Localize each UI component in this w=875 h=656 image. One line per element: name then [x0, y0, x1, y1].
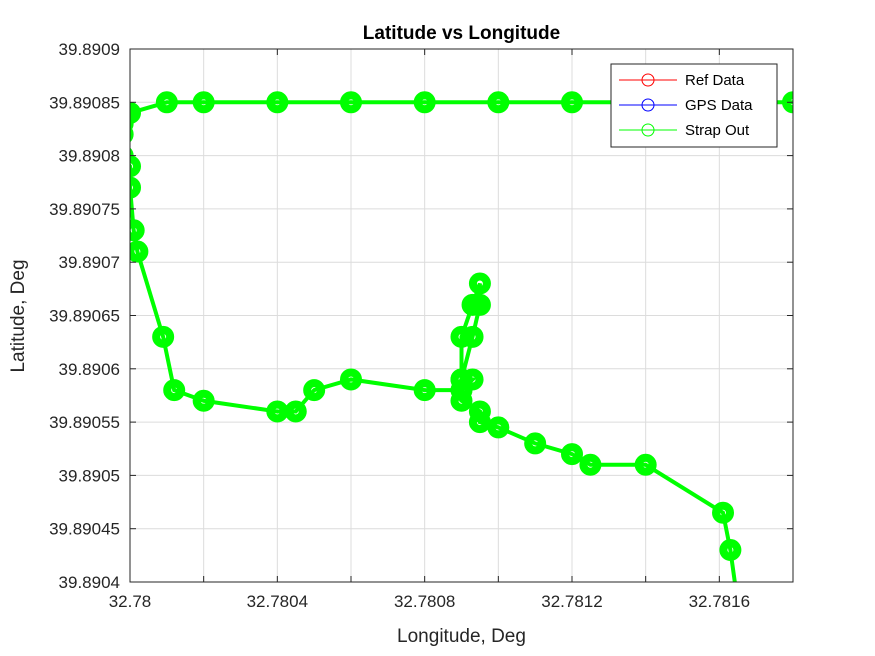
data-point-strap: [303, 379, 326, 402]
legend-label-gps: GPS Data: [685, 97, 753, 114]
x-tick-label: 32.7812: [541, 592, 602, 611]
data-point-strap: [130, 101, 141, 124]
data-point-strap: [130, 219, 145, 242]
data-point-strap: [634, 453, 657, 476]
data-point-strap: [487, 91, 510, 114]
data-point-strap: [461, 293, 484, 316]
data-point-strap: [284, 400, 307, 423]
data-point-strap: [561, 91, 583, 114]
y-tick-label: 39.89055: [49, 413, 120, 432]
data-point-strap: [719, 539, 742, 562]
y-tick-label: 39.89075: [49, 200, 120, 219]
y-tick-label: 39.89065: [49, 307, 120, 326]
legend-entry-ref: Ref Data: [619, 72, 745, 89]
data-point-strap: [163, 379, 186, 402]
data-point-strap: [152, 325, 175, 348]
data-point-strap: [712, 501, 735, 524]
legend-entry-strap: Strap Out: [619, 122, 750, 139]
data-point-strap: [130, 155, 141, 178]
x-tick-label: 32.7816: [689, 592, 750, 611]
y-tick-label: 39.8904: [59, 573, 120, 592]
legend-marker-strap: [641, 123, 655, 137]
data-point-strap: [468, 400, 491, 423]
data-point-strap: [340, 368, 362, 391]
legend-box: [610, 63, 778, 148]
data-point-strap: [340, 91, 362, 114]
data-point-strap: [461, 368, 484, 391]
x-axis-label: Longitude, Deg: [397, 626, 526, 647]
data-point-strap: [524, 432, 547, 455]
y-tick-label: 39.8908: [59, 147, 120, 166]
data-point-strap: [450, 379, 473, 402]
data-point-strap: [413, 379, 436, 402]
data-point-strap: [192, 91, 215, 114]
data-point-strap: [192, 389, 215, 412]
x-tick-label: 32.78: [109, 592, 152, 611]
y-axis-label: Latitude, Deg: [8, 259, 29, 372]
x-tick-label: 32.7808: [394, 592, 455, 611]
y-tick-label: 39.8909: [59, 40, 120, 59]
legend-label-strap: Strap Out: [685, 122, 750, 139]
y-tick-label: 39.8906: [59, 360, 120, 379]
y-tick-label: 39.8905: [59, 466, 120, 485]
legend-entry-gps: GPS Data: [619, 97, 753, 114]
data-point-strap: [266, 400, 289, 423]
plot-area: [130, 91, 793, 582]
data-point-strap: [266, 91, 289, 114]
y-tick-label: 39.89045: [49, 520, 120, 539]
y-tick-label: 39.8907: [59, 253, 120, 272]
data-point-strap: [579, 453, 602, 476]
x-tick-label: 32.7804: [247, 592, 308, 611]
data-point-strap: [413, 91, 436, 114]
data-point-strap: [782, 91, 793, 114]
data-point-strap: [450, 325, 473, 348]
data-point-strap: [130, 176, 141, 199]
data-point-strap: [561, 443, 583, 466]
legend-label-ref: Ref Data: [685, 72, 745, 89]
legend-marker-ref: [641, 73, 655, 87]
data-point-strap: [487, 416, 510, 439]
axis-ticks: 32.78 32.7804 32.7808 32.7812 32.7816 39.8904…: [49, 40, 793, 611]
data-point-strap: [468, 272, 491, 295]
y-tick-label: 39.89085: [49, 93, 120, 112]
legend-marker-gps: [641, 98, 655, 112]
data-point-strap: [155, 91, 178, 114]
series-strap: [130, 91, 793, 582]
legend: Ref Data GPS Data Strap Out: [610, 63, 778, 148]
chart-title: Latitude vs Longitude: [363, 23, 560, 44]
